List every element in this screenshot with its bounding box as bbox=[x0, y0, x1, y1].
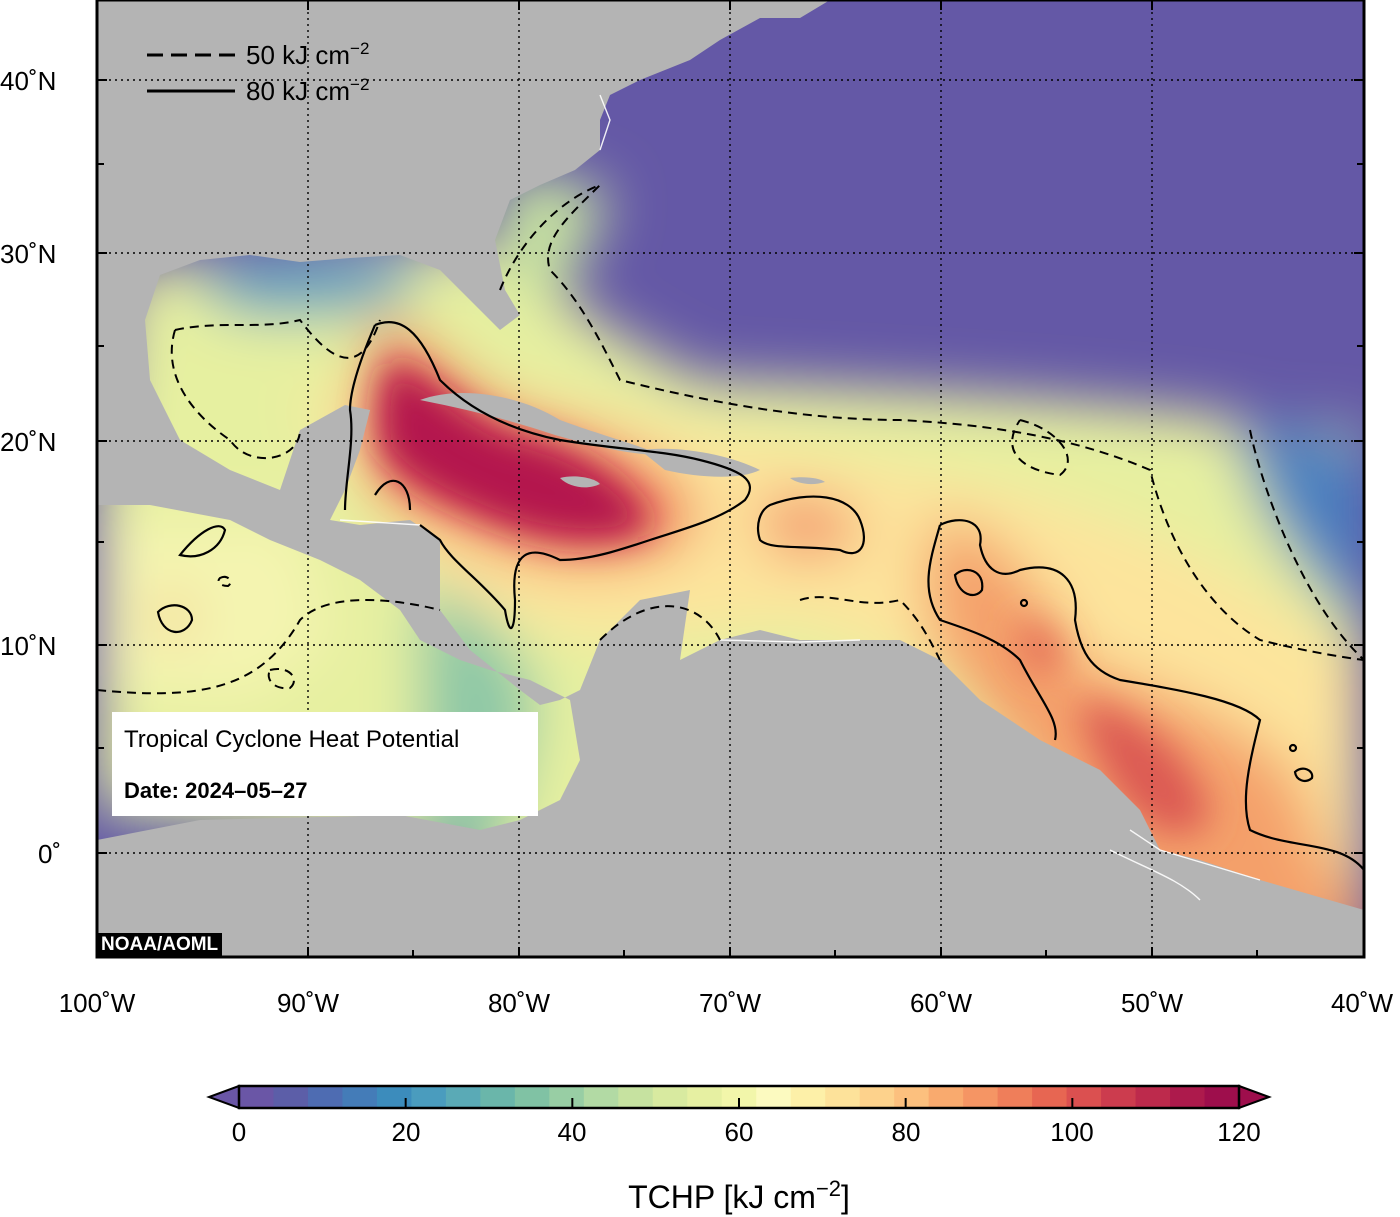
colorbar-cell bbox=[652, 1086, 688, 1108]
colorbar-cell bbox=[480, 1086, 516, 1108]
date-label: Date: 2024–05–27 bbox=[124, 778, 308, 803]
colorbar-cell bbox=[1101, 1086, 1137, 1108]
colorbar-cell bbox=[894, 1086, 930, 1108]
contour-50 bbox=[97, 184, 1364, 695]
colorbar-cell bbox=[1170, 1086, 1206, 1108]
puerto-rico-land bbox=[790, 477, 825, 485]
graticule bbox=[97, 0, 1364, 957]
legend-label-50: 50 kJ cm−2 bbox=[246, 39, 369, 70]
colorbar-tick-label: 120 bbox=[1217, 1117, 1260, 1147]
lon-label: 80˚W bbox=[488, 988, 551, 1018]
colorbar-cell bbox=[1204, 1086, 1240, 1108]
colorbar-cell bbox=[1032, 1086, 1068, 1108]
jamaica-land bbox=[560, 476, 600, 488]
colorbar-cell bbox=[411, 1086, 447, 1108]
colorbar-cell bbox=[721, 1086, 757, 1108]
colorbar-low-arrow bbox=[206, 1084, 240, 1110]
info-panel: Tropical Cyclone Heat Potential Date: 20… bbox=[112, 712, 538, 816]
colorbar-tick-label: 0 bbox=[232, 1117, 246, 1147]
map-panel bbox=[97, 0, 1364, 957]
colorbar-cell bbox=[756, 1086, 792, 1108]
colorbar-cell bbox=[514, 1086, 550, 1108]
colorbar-tick-labels: 0 20 40 60 80 100 120 bbox=[232, 1117, 1261, 1147]
lat-label: 30˚N bbox=[0, 239, 56, 269]
lon-label: 50˚W bbox=[1121, 988, 1184, 1018]
colorbar-cell bbox=[445, 1086, 481, 1108]
lat-label: 10˚N bbox=[0, 631, 56, 661]
colorbar-cell bbox=[790, 1086, 826, 1108]
colorbar-cell bbox=[687, 1086, 723, 1108]
lon-label: 60˚W bbox=[910, 988, 973, 1018]
colorbar-tick-label: 60 bbox=[725, 1117, 754, 1147]
colorbar-cell bbox=[963, 1086, 999, 1108]
frame-ticks bbox=[97, 0, 1364, 957]
colorbar-cell bbox=[859, 1086, 895, 1108]
colorbar-cell bbox=[1135, 1086, 1171, 1108]
colorbar-cell bbox=[307, 1086, 344, 1108]
latitude-labels: 40˚N 30˚N 20˚N 10˚N 0˚ bbox=[0, 66, 61, 869]
colorbar-cell bbox=[273, 1086, 309, 1108]
colorbar-tick-label: 100 bbox=[1050, 1117, 1093, 1147]
colorbar-cell bbox=[239, 1086, 275, 1108]
colorbar-cell bbox=[997, 1086, 1033, 1108]
lon-label: 100˚W bbox=[59, 988, 136, 1018]
colorbar-ticks bbox=[238, 1098, 1240, 1108]
colorbar-cell bbox=[549, 1086, 585, 1108]
lat-label: 40˚N bbox=[0, 66, 56, 96]
colorbar-cell bbox=[342, 1086, 378, 1108]
colorbar-cell bbox=[928, 1086, 964, 1108]
colorbar-tick-label: 80 bbox=[892, 1117, 921, 1147]
colorbar-cell bbox=[1066, 1086, 1102, 1108]
colorbar-tick-label: 20 bbox=[392, 1117, 421, 1147]
coastlines bbox=[339, 94, 1261, 901]
lon-label: 90˚W bbox=[277, 988, 340, 1018]
colorbar-cell bbox=[618, 1086, 654, 1108]
credit-badge: NOAA/AOML bbox=[97, 933, 223, 957]
colorbar-cell bbox=[376, 1086, 413, 1108]
colorbar-title: TCHP [kJ cm−2] bbox=[628, 1176, 850, 1215]
cuba-land bbox=[420, 392, 660, 455]
colorbar-cells bbox=[239, 1086, 1240, 1108]
product-title: Tropical Cyclone Heat Potential bbox=[124, 726, 460, 753]
north-america-land bbox=[97, 0, 1364, 957]
contour-legend: 50 kJ cm−2 80 kJ cm−2 bbox=[147, 39, 369, 106]
lon-label: 40˚W bbox=[1331, 988, 1394, 1018]
longitude-labels: 100˚W 90˚W 80˚W 70˚W 60˚W 50˚W 40˚W bbox=[59, 988, 1394, 1018]
lat-label: 20˚N bbox=[0, 427, 56, 457]
colorbar-high-arrow bbox=[1238, 1084, 1272, 1110]
colorbar-cell bbox=[583, 1086, 619, 1108]
contour-80 bbox=[156, 320, 1364, 871]
lon-label: 70˚W bbox=[699, 988, 762, 1018]
lat-label: 0˚ bbox=[38, 839, 61, 869]
colorbar-cell bbox=[825, 1086, 861, 1108]
colorbar: 0 20 40 60 80 100 120 TCHP [kJ cm−2] bbox=[206, 1084, 1272, 1215]
colorbar-tick-label: 40 bbox=[558, 1117, 587, 1147]
legend-label-80: 80 kJ cm−2 bbox=[246, 75, 369, 106]
